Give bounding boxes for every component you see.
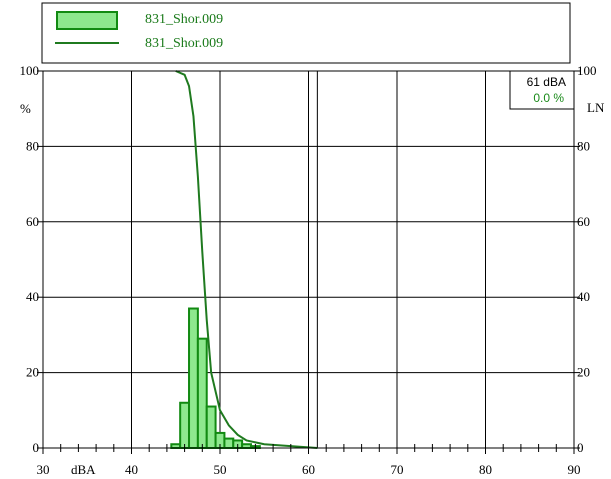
cumulative-line [175, 70, 318, 449]
histogram-bars [170, 307, 261, 450]
grid [43, 71, 574, 448]
x-unit-label: dBA [71, 462, 96, 477]
x-tick-label: 80 [479, 462, 492, 477]
y-unit-label-right: LN [587, 100, 605, 115]
x-tick-label: 50 [214, 462, 227, 477]
histogram-bar [205, 405, 217, 449]
y-tick-label-left: 0 [33, 440, 40, 455]
y-tick-label-right: 80 [577, 138, 590, 153]
cumulative-line-layer [175, 70, 318, 449]
histogram-bar [188, 307, 199, 450]
axis-labels: 30 40 50 60 70 80 90 0 0 20 20 40 40 60 60 80 80 100 100 [20, 63, 597, 477]
readout-level: 61 dBA [527, 75, 566, 89]
y-tick-label-left: 60 [26, 214, 39, 229]
x-tick-label: 40 [125, 462, 138, 477]
y-tick-label-right: 0 [577, 440, 584, 455]
y-tick-label-right: 40 [577, 289, 590, 304]
x-tick-label: 90 [568, 462, 581, 477]
y-unit-label-left: % [20, 101, 31, 116]
histogram-bar [179, 401, 191, 450]
histogram-bar [170, 443, 182, 450]
y-tick-label-left: 40 [26, 289, 39, 304]
y-tick-label-right: 60 [577, 214, 590, 229]
histogram-bar [241, 443, 252, 450]
y-tick-label-right: 20 [577, 365, 590, 380]
y-tick-label-left: 100 [20, 63, 40, 78]
histogram-bar [223, 437, 235, 450]
x-tick-label: 60 [302, 462, 315, 477]
readout-percent: 0.0 % [533, 91, 564, 105]
legend-bar-swatch [56, 11, 118, 30]
axis-ticks [37, 70, 580, 454]
x-tick-label: 30 [37, 462, 50, 477]
readout-box [509, 70, 575, 110]
legend-box [41, 2, 571, 64]
histogram-bar [196, 337, 208, 450]
x-tick-label: 70 [391, 462, 404, 477]
y-tick-label-left: 80 [26, 138, 39, 153]
y-tick-label-right: 100 [577, 63, 597, 78]
legend-bar-label: 831_Shor.009 [145, 12, 223, 27]
legend-line-label: 831_Shor.009 [145, 36, 223, 51]
y-tick-label-left: 20 [26, 365, 39, 380]
